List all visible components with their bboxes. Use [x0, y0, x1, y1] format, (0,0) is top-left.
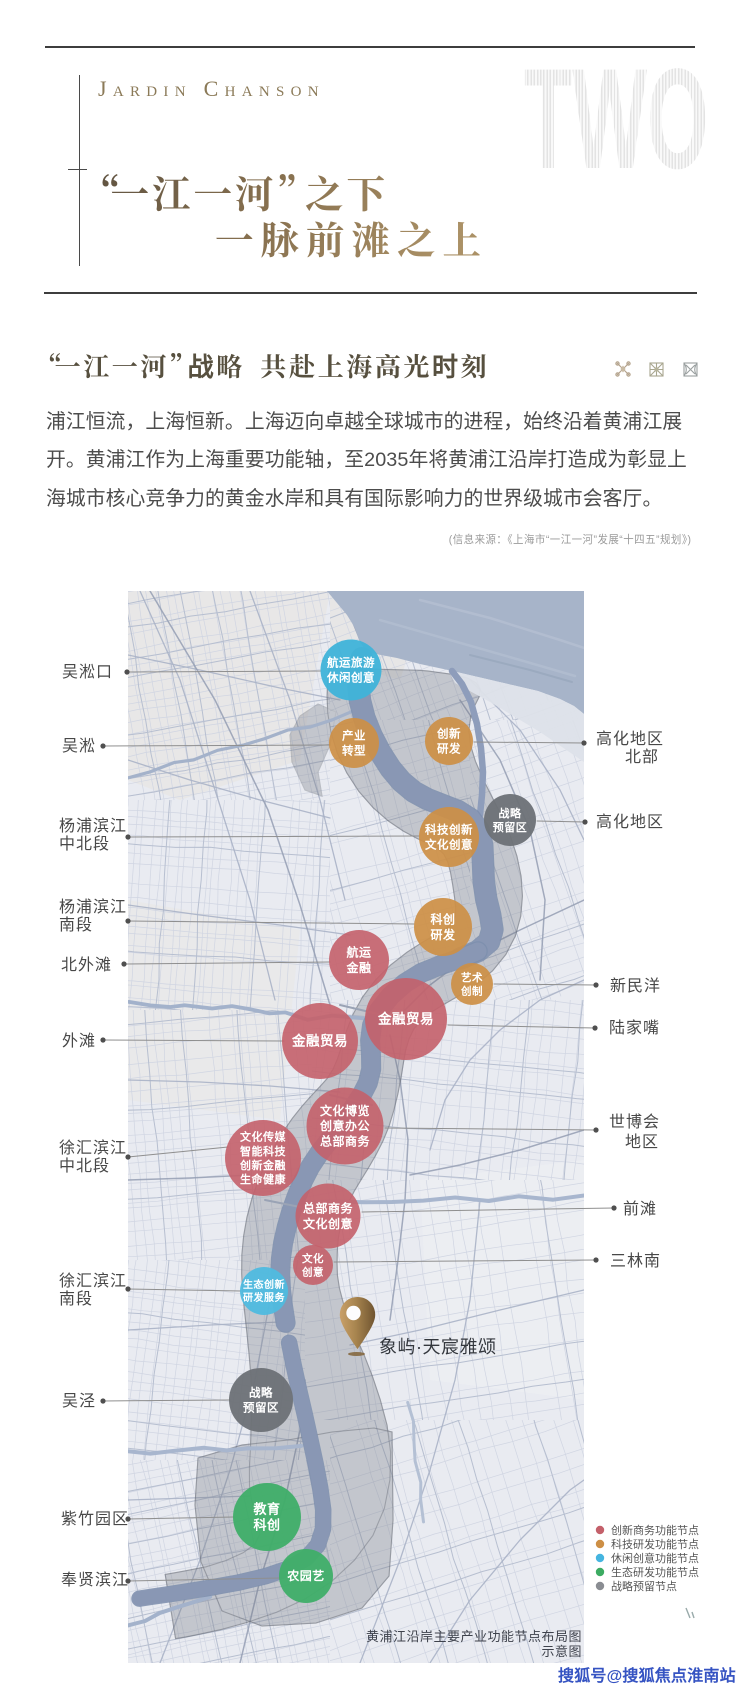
svg-text:科技研发功能节点: 科技研发功能节点	[611, 1537, 699, 1551]
svg-text:外滩: 外滩	[62, 1032, 96, 1050]
svg-text:紫竹园区: 紫竹园区	[61, 1510, 129, 1528]
svg-text:吴泾: 吴泾	[62, 1392, 96, 1410]
svg-text:文化创意: 文化创意	[425, 837, 473, 851]
svg-text:示意图: 示意图	[541, 1644, 582, 1659]
svg-text:中北段: 中北段	[59, 835, 110, 853]
svg-text:徐汇滨江: 徐汇滨江	[59, 1272, 127, 1290]
svg-text:象屿·天宸雅颂: 象屿·天宸雅颂	[379, 1337, 497, 1357]
svg-text:战略: 战略	[249, 1386, 273, 1400]
svg-text:预留区: 预留区	[243, 1400, 279, 1414]
svg-text:文化传媒: 文化传媒	[240, 1130, 286, 1144]
svg-text:金融贸易: 金融贸易	[291, 1033, 348, 1049]
svg-text:研发: 研发	[430, 927, 456, 942]
svg-text:科创: 科创	[430, 912, 455, 927]
svg-text:前滩: 前滩	[623, 1200, 657, 1218]
svg-text:黄浦江沿岸主要产业功能节点布局图: 黄浦江沿岸主要产业功能节点布局图	[366, 1629, 582, 1644]
svg-text:产业: 产业	[342, 729, 366, 743]
svg-text:杨浦滨江: 杨浦滨江	[59, 817, 127, 835]
svg-text:高化地区: 高化地区	[596, 813, 664, 831]
svg-text:智能科技: 智能科技	[240, 1144, 286, 1158]
svg-text:文化: 文化	[301, 1252, 324, 1265]
svg-text:创新: 创新	[436, 727, 461, 741]
svg-text:生态创新: 生态创新	[243, 1278, 285, 1291]
svg-text:创新金融: 创新金融	[239, 1158, 286, 1172]
svg-text:杨浦滨江: 杨浦滨江	[59, 898, 127, 916]
svg-text:创意: 创意	[301, 1266, 324, 1279]
svg-text:世博会: 世博会	[609, 1113, 660, 1131]
svg-text:创意办公: 创意办公	[319, 1118, 370, 1133]
svg-text:中北段: 中北段	[59, 1157, 110, 1175]
svg-text:休闲创意: 休闲创意	[326, 670, 375, 684]
svg-text:陆家嘴: 陆家嘴	[609, 1019, 660, 1037]
svg-text:战略预留节点: 战略预留节点	[611, 1579, 677, 1593]
svg-text:生命健康: 生命健康	[240, 1172, 286, 1186]
svg-text:总部商务: 总部商务	[320, 1133, 371, 1148]
svg-text:金融贸易: 金融贸易	[377, 1011, 434, 1027]
svg-text:徐汇滨江: 徐汇滨江	[59, 1139, 127, 1157]
svg-text:艺术: 艺术	[461, 971, 483, 984]
svg-text:转型: 转型	[342, 743, 366, 757]
svg-text:航运: 航运	[346, 945, 371, 960]
svg-text:农园艺: 农园艺	[286, 1568, 325, 1583]
svg-text:吴淞: 吴淞	[62, 737, 96, 755]
svg-text:科创: 科创	[253, 1518, 280, 1533]
svg-text:文化创意: 文化创意	[303, 1216, 353, 1231]
svg-text:金融: 金融	[345, 960, 371, 975]
svg-text:预留区: 预留区	[493, 820, 528, 834]
svg-text:南段: 南段	[59, 1290, 93, 1308]
svg-text:北部: 北部	[625, 748, 659, 766]
svg-text:北外滩: 北外滩	[61, 956, 112, 974]
svg-text:战略: 战略	[499, 806, 522, 820]
svg-text:休闲创意功能节点: 休闲创意功能节点	[611, 1551, 699, 1565]
svg-text:研发: 研发	[437, 741, 461, 755]
svg-text:教育: 教育	[252, 1502, 280, 1517]
svg-text:生态研发功能节点: 生态研发功能节点	[611, 1565, 699, 1579]
svg-text:吴淞口: 吴淞口	[62, 663, 113, 681]
svg-text:创制: 创制	[460, 985, 483, 998]
svg-text:创新商务功能节点: 创新商务功能节点	[611, 1523, 699, 1537]
svg-text:科技创新: 科技创新	[425, 823, 473, 837]
svg-text:三林南: 三林南	[610, 1252, 661, 1270]
svg-text:南段: 南段	[59, 916, 93, 934]
svg-text:高化地区: 高化地区	[596, 730, 664, 748]
svg-text:文化博览: 文化博览	[320, 1103, 370, 1118]
svg-text:航运旅游: 航运旅游	[327, 656, 375, 670]
svg-text:搜狐号@搜狐焦点淮南站: 搜狐号@搜狐焦点淮南站	[558, 1666, 736, 1685]
svg-text:总部商务: 总部商务	[303, 1201, 354, 1216]
svg-text:新民洋: 新民洋	[610, 977, 661, 995]
svg-text:奉贤滨江: 奉贤滨江	[61, 1571, 129, 1589]
svg-text:研发服务: 研发服务	[243, 1291, 285, 1304]
svg-text:地区: 地区	[625, 1133, 659, 1151]
